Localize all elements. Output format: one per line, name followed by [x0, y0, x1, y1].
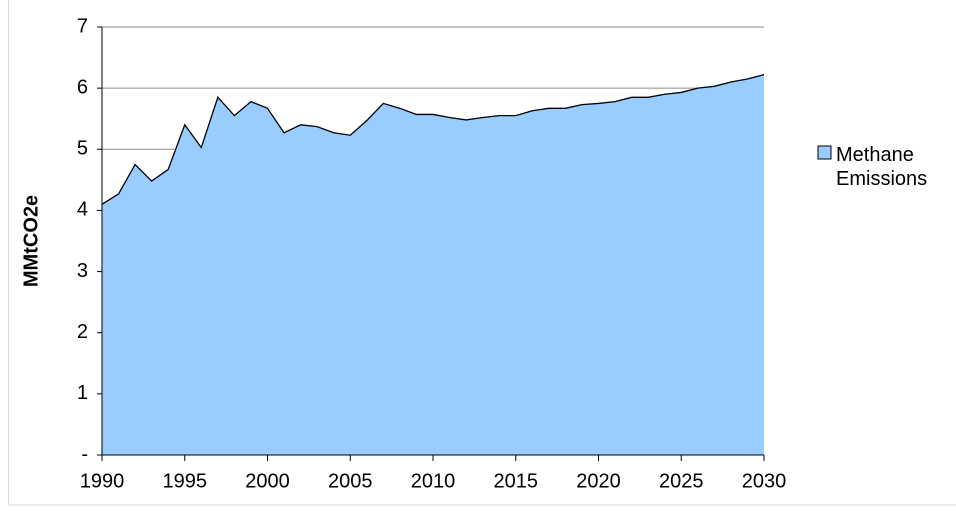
y-tick-label: 6 — [77, 76, 88, 98]
legend-label: Methane Emissions — [836, 144, 928, 190]
chart-frame — [8, 0, 956, 506]
x-tick-label: 2005 — [328, 470, 373, 492]
y-axis-label: MMtCO2e — [20, 195, 42, 287]
y-tick-label: 1 — [77, 382, 88, 404]
x-tick-label: 2000 — [245, 470, 290, 492]
y-tick-label: - — [81, 443, 88, 465]
x-tick-label: 2015 — [494, 470, 539, 492]
y-tick-label: 3 — [77, 260, 88, 282]
x-tick-label: 2030 — [742, 470, 787, 492]
legend-swatch — [817, 145, 832, 160]
x-tick-label: 2025 — [659, 470, 704, 492]
y-tick-label: 5 — [77, 138, 88, 160]
y-tick-label: 2 — [77, 321, 88, 343]
area-line — [101, 74, 765, 205]
y-tick-label: 7 — [77, 15, 88, 37]
x-tick-label: 2010 — [411, 470, 456, 492]
x-tick-label: 2020 — [576, 470, 621, 492]
y-tick-label: 4 — [77, 199, 88, 221]
area-fill — [102, 74, 764, 455]
x-tick-label: 1990 — [80, 470, 125, 492]
x-tick-label: 1995 — [163, 470, 208, 492]
